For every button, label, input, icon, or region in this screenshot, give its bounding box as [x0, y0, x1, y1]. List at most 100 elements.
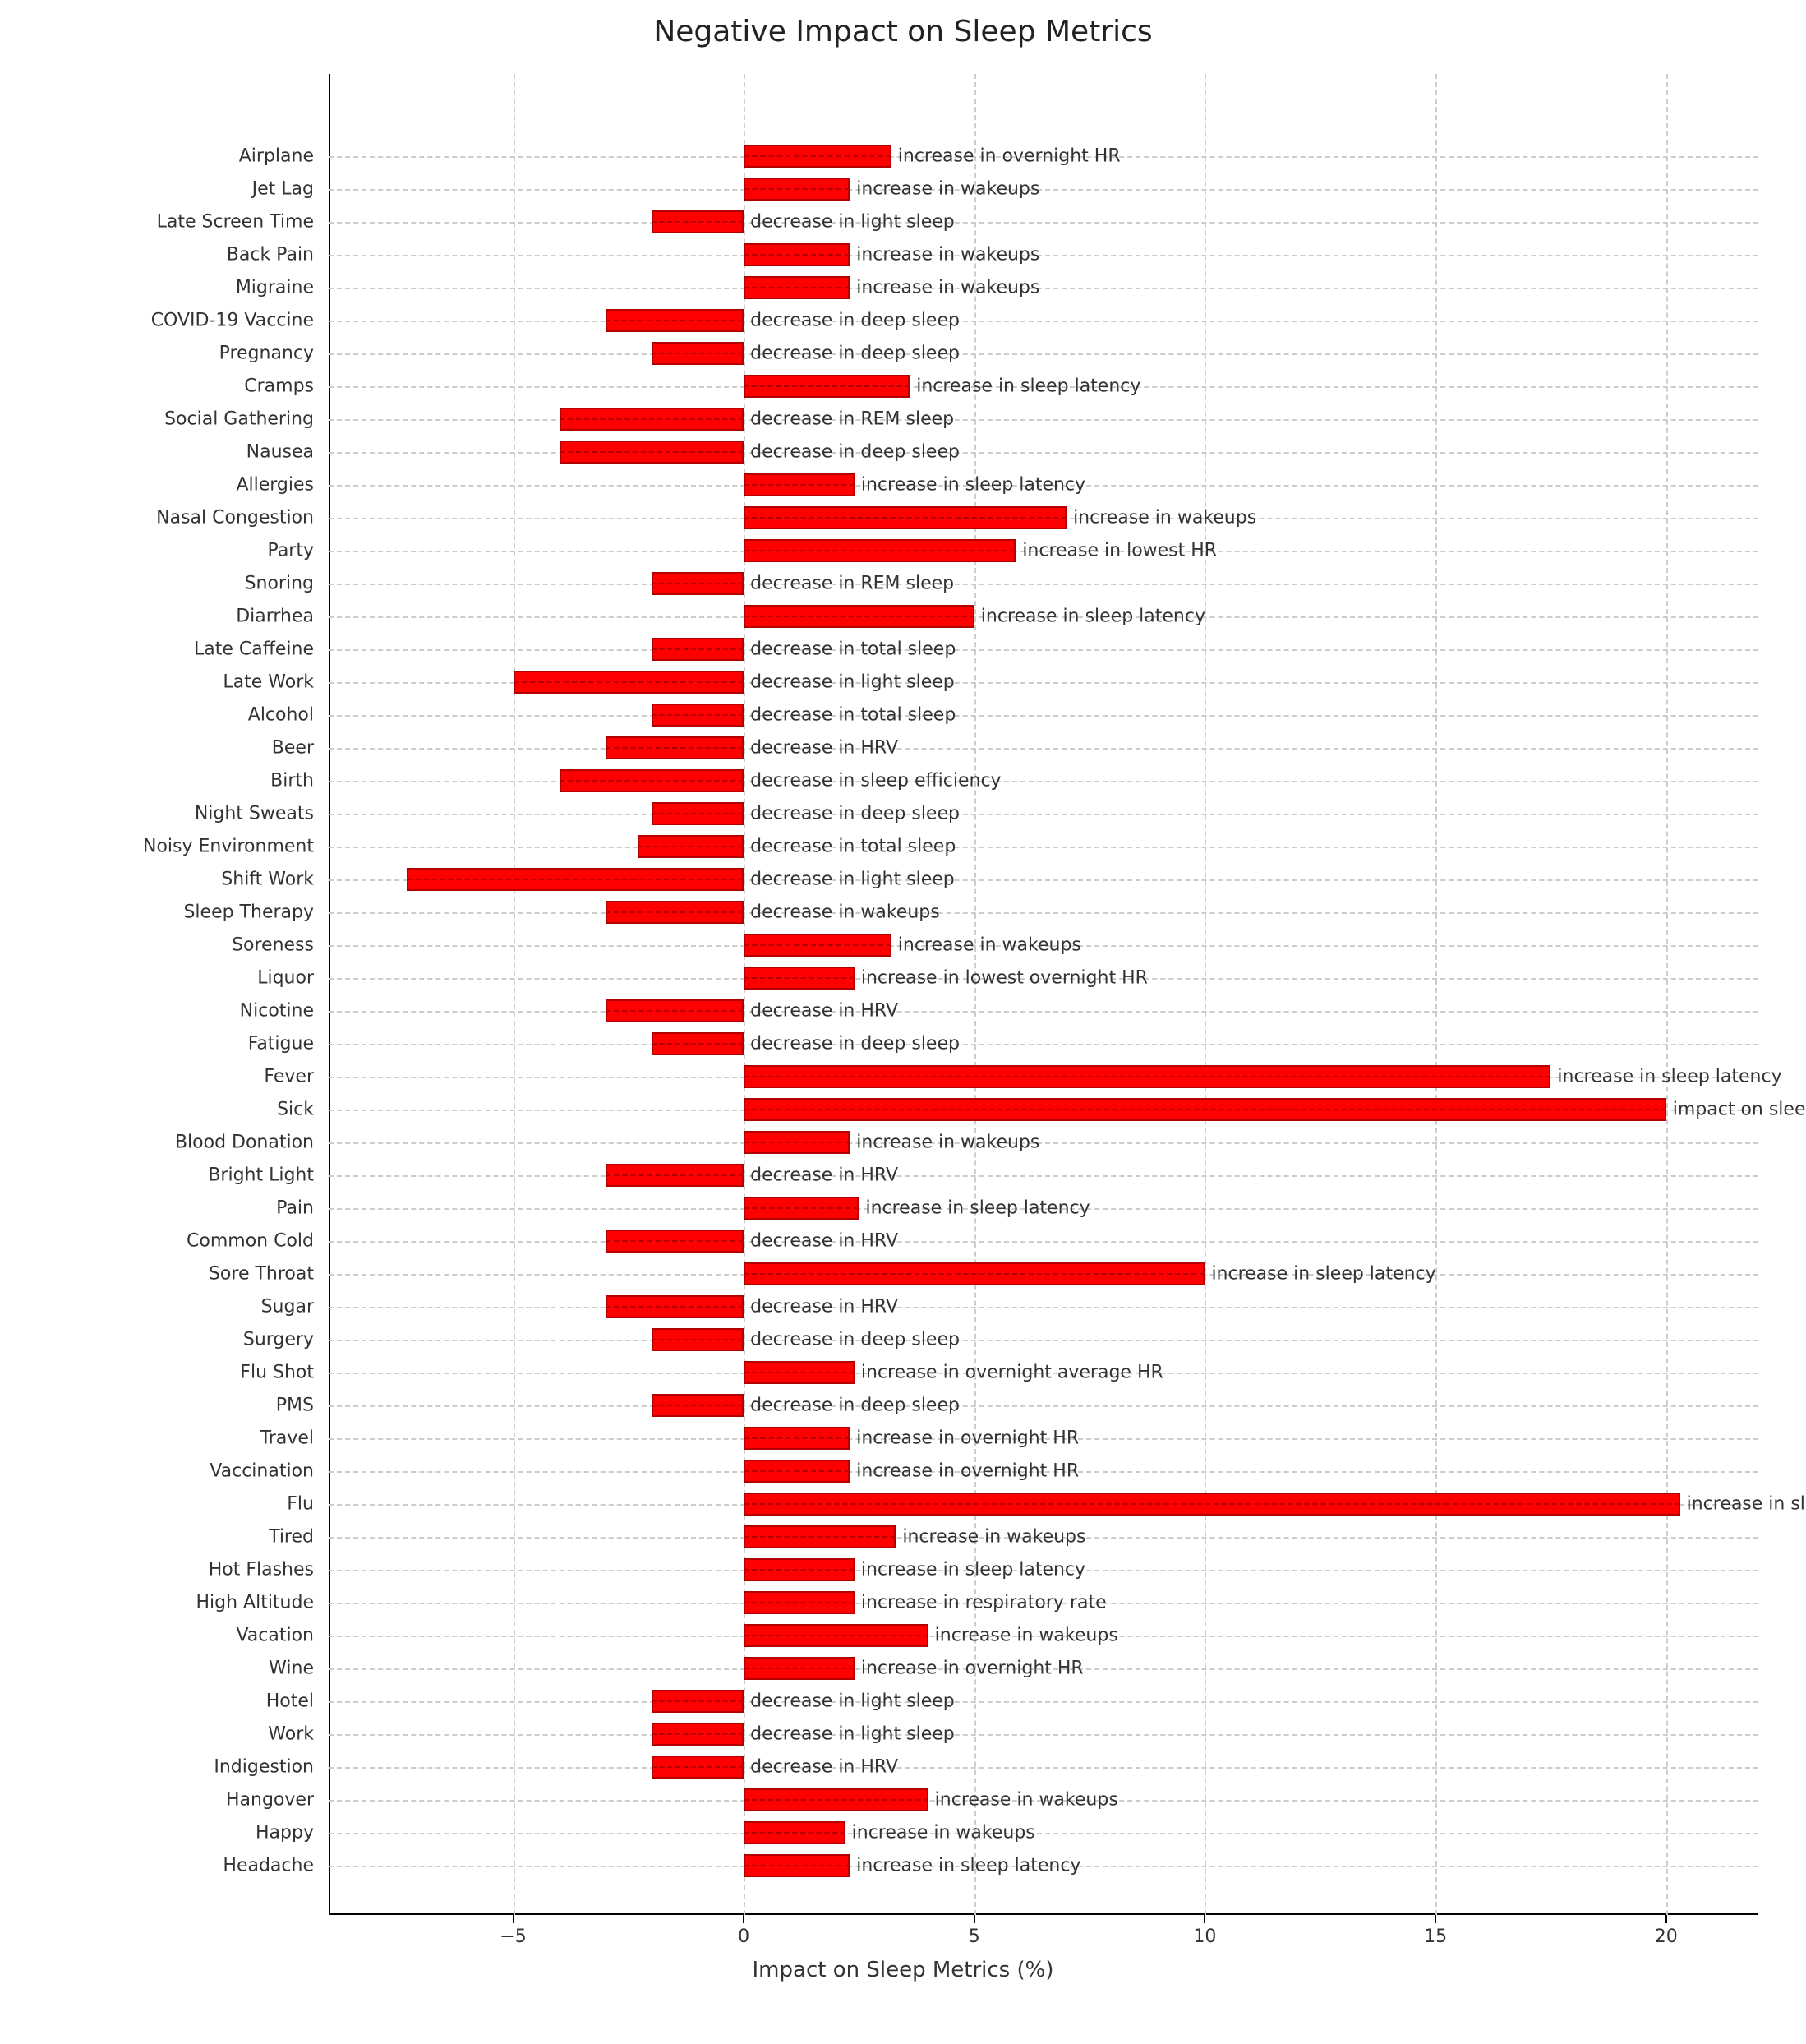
bar — [744, 1197, 859, 1220]
bar-annotation: increase in sleep latency — [1211, 1264, 1435, 1285]
bar-center-dash — [652, 1766, 744, 1768]
bar-center-dash — [652, 353, 744, 354]
x-axis-label: Impact on Sleep Metrics (%) — [0, 1958, 1806, 1982]
grid-horizontal — [329, 1241, 1758, 1243]
bar — [744, 1427, 850, 1451]
bar-center-dash — [606, 1010, 744, 1012]
ytick-label: Sugar — [261, 1297, 329, 1317]
ytick-label: Nasal Congestion — [156, 508, 329, 528]
plot-area: −505101520Airplaneincrease in overnight … — [329, 74, 1758, 1915]
grid-horizontal — [329, 1701, 1758, 1703]
bar — [652, 1690, 744, 1714]
bar-center-dash — [652, 1339, 744, 1340]
bar-center-dash — [744, 616, 974, 617]
xtick-label: 20 — [1655, 1926, 1678, 1947]
ytick-label: Nausea — [246, 442, 329, 463]
bar-center-dash — [744, 155, 891, 157]
bar — [514, 671, 744, 694]
grid-horizontal — [329, 715, 1758, 717]
bar-annotation: increase in wakeups — [898, 935, 1081, 956]
grid-horizontal — [329, 814, 1758, 815]
bar-annotation: decrease in HRV — [750, 1297, 898, 1317]
bar-center-dash — [744, 1635, 928, 1636]
bar-annotation: decrease in REM sleep — [750, 574, 954, 594]
bar-center-dash — [606, 1174, 744, 1176]
ytick-label: Common Cold — [187, 1231, 329, 1252]
ytick-label: Blood Donation — [175, 1133, 329, 1153]
bar — [560, 769, 744, 793]
bar-annotation: increase in wakeups — [856, 179, 1039, 200]
bar-annotation: increase in sleep latency — [981, 607, 1205, 627]
bar — [560, 408, 744, 431]
ytick-label: High Altitude — [196, 1593, 329, 1613]
grid-horizontal — [329, 1340, 1758, 1341]
bar-annotation: increase in wakeups — [856, 278, 1039, 298]
bar — [744, 934, 891, 957]
bar-center-dash — [652, 583, 744, 584]
ytick-label: Late Work — [223, 672, 329, 693]
bar — [744, 1262, 1205, 1286]
ytick-label: Snoring — [245, 574, 329, 594]
grid-horizontal — [329, 452, 1758, 454]
ytick-label: Beer — [272, 738, 329, 759]
xtick-mark — [1665, 1915, 1667, 1923]
bar-annotation: increase in sleep latency — [1687, 1494, 1806, 1515]
xtick-mark — [1204, 1915, 1205, 1923]
ytick-label: Hotel — [266, 1691, 329, 1712]
bar-annotation: decrease in deep sleep — [750, 442, 960, 463]
xtick-label: 0 — [738, 1926, 749, 1947]
ytick-label: Hot Flashes — [209, 1560, 329, 1580]
ytick-label: Travel — [260, 1428, 329, 1449]
ytick-label: Work — [268, 1724, 329, 1745]
bar-annotation: decrease in total sleep — [750, 705, 956, 726]
bar-center-dash — [744, 944, 891, 946]
bar-annotation: decrease in deep sleep — [750, 1330, 960, 1350]
bar — [744, 473, 855, 497]
bar-annotation: decrease in total sleep — [750, 837, 956, 857]
grid-vertical — [514, 74, 515, 1915]
bar-annotation: increase in sleep latency — [916, 376, 1140, 397]
bar-center-dash — [744, 1372, 855, 1373]
ytick-label: Wine — [269, 1659, 329, 1679]
bar-center-dash — [652, 1043, 744, 1045]
bar-annotation: increase in lowest HR — [1022, 541, 1217, 561]
bar-annotation: increase in wakeups — [1073, 508, 1256, 528]
grid-vertical — [1435, 74, 1437, 1915]
xtick-mark — [1435, 1915, 1436, 1923]
bar-center-dash — [744, 550, 1016, 551]
bar-annotation: decrease in HRV — [750, 1001, 898, 1022]
bar-center-dash — [744, 1832, 845, 1834]
bar-center-dash — [638, 846, 744, 847]
bar-center-dash — [744, 287, 850, 288]
bar — [744, 1821, 845, 1845]
bar-annotation: increase in wakeups — [902, 1527, 1085, 1548]
grid-vertical — [1666, 74, 1668, 1915]
bar — [744, 276, 850, 300]
bar-center-dash — [744, 385, 910, 387]
bar — [744, 539, 1016, 563]
bar — [744, 145, 891, 168]
bar-center-dash — [744, 1668, 855, 1669]
bar-annotation: decrease in light sleep — [750, 1691, 955, 1712]
grid-horizontal — [329, 584, 1758, 585]
grid-horizontal — [329, 288, 1758, 289]
bar — [744, 967, 855, 990]
xtick-label: 5 — [969, 1926, 980, 1947]
ytick-label: Back Pain — [227, 245, 329, 265]
grid-horizontal — [329, 1044, 1758, 1045]
grid-horizontal — [329, 1405, 1758, 1407]
grid-horizontal — [329, 419, 1758, 421]
ytick-label: Indigestion — [214, 1757, 329, 1778]
bar — [652, 1394, 744, 1418]
bar-center-dash — [652, 714, 744, 716]
bar-center-dash — [744, 977, 855, 979]
grid-horizontal — [329, 1833, 1758, 1834]
ytick-label: PMS — [276, 1396, 329, 1416]
ytick-label: Airplane — [239, 146, 329, 167]
bar-annotation: increase in sleep latency — [1557, 1067, 1781, 1087]
bar — [652, 572, 744, 596]
grid-horizontal — [329, 189, 1758, 191]
bar-annotation: increase in respiratory rate — [861, 1593, 1107, 1613]
bar — [652, 210, 744, 234]
bar-annotation: decrease in deep sleep — [750, 804, 960, 824]
